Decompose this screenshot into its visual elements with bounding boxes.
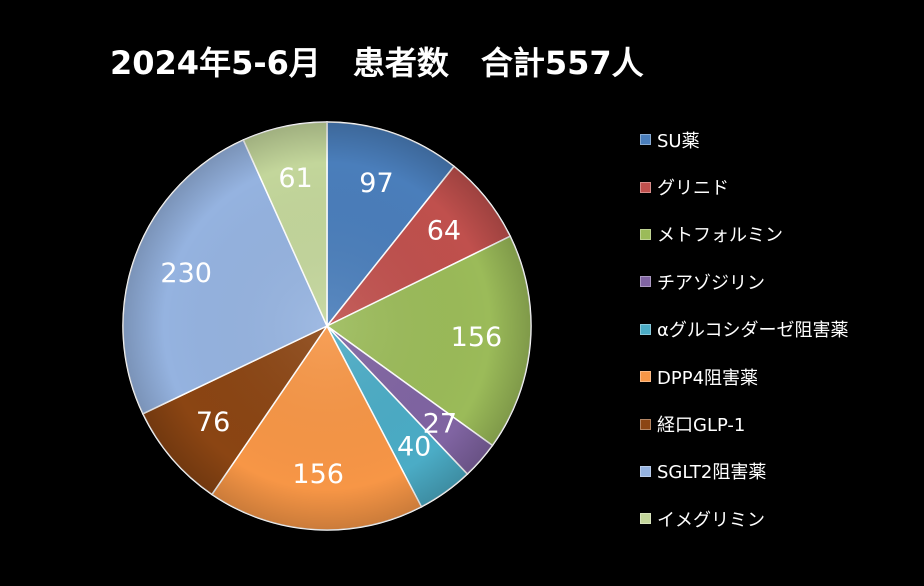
- data-label-5: 40: [397, 432, 431, 463]
- data-label-1: 97: [359, 168, 393, 199]
- legend-swatch: [640, 276, 651, 288]
- legend-label: αグルコシダーゼ阻害薬: [657, 320, 849, 342]
- legend-swatch: [640, 513, 651, 525]
- legend-swatch: [640, 371, 651, 383]
- legend-swatch: [640, 181, 651, 193]
- legend-label: チアゾジリン: [657, 272, 765, 294]
- legend-item-2: グリニド: [640, 163, 849, 210]
- data-label-2: 64: [427, 216, 461, 247]
- legend-label: イメグリミン: [657, 509, 765, 531]
- chart-title: 2024年5-6月 患者数 合計557人: [110, 44, 644, 82]
- legend-swatch: [640, 134, 651, 146]
- legend-item-1: SU薬: [640, 116, 849, 163]
- data-label-8: 230: [160, 258, 212, 289]
- legend-label: グリニド: [657, 178, 729, 200]
- legend: SU薬グリニドメトフォルミン チアゾジリン αグルコシダーゼ阻害薬 DPP4阻害薬 経口…: [640, 116, 849, 543]
- legend-swatch: [640, 418, 651, 430]
- data-label-9: 61: [278, 163, 312, 194]
- legend-swatch: [640, 465, 651, 477]
- legend-label: SU薬: [657, 130, 700, 152]
- legend-item-4: チアゾジリン: [640, 258, 849, 305]
- legend-item-3: メトフォルミン: [640, 211, 849, 258]
- legend-label: DPP4阻害薬: [657, 367, 759, 389]
- legend-item-9: イメグリミン: [640, 495, 849, 542]
- legend-label: 経口GLP-1: [657, 415, 746, 437]
- legend-swatch: [640, 228, 651, 240]
- legend-label: メトフォルミン: [657, 225, 783, 247]
- legend-label: SGLT2阻害薬: [657, 462, 767, 484]
- legend-item-8: SGLT2阻害薬: [640, 448, 849, 495]
- legend-item-7: 経口GLP-1: [640, 400, 849, 447]
- legend-item-6: DPP4阻害薬: [640, 353, 849, 400]
- legend-swatch: [640, 323, 651, 335]
- data-label-3: 156: [451, 322, 503, 353]
- data-label-4: 27: [423, 408, 457, 439]
- data-label-6: 156: [292, 459, 344, 490]
- legend-item-5: αグルコシダーゼ阻害薬: [640, 306, 849, 353]
- data-label-7: 76: [196, 407, 230, 438]
